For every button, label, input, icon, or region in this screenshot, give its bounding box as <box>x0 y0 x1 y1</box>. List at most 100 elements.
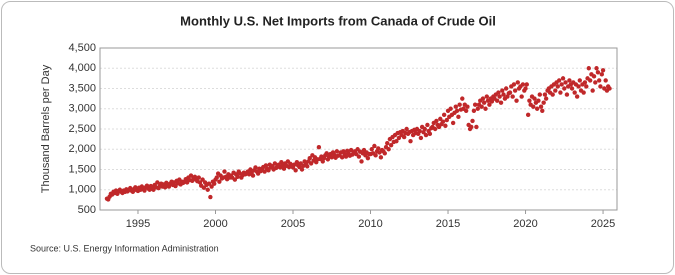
data-point <box>417 128 422 134</box>
source: Source: U.S. Energy Information Administ… <box>30 243 219 253</box>
y-tick-label: 2,000 <box>68 143 96 155</box>
data-point <box>214 175 219 180</box>
data-point <box>525 112 531 118</box>
data-point <box>457 102 462 107</box>
data-point <box>396 135 402 141</box>
data-point <box>155 180 160 185</box>
y-tick-label: 3,500 <box>68 82 96 94</box>
data-point <box>520 82 526 87</box>
data-point <box>553 88 558 93</box>
data-point <box>484 94 489 99</box>
data-point <box>511 82 517 87</box>
data-point <box>475 106 480 111</box>
data-point <box>222 169 227 174</box>
data-point <box>408 138 413 144</box>
data-point <box>471 108 477 113</box>
data-point <box>432 126 438 132</box>
data-point <box>483 106 488 111</box>
data-point <box>450 120 456 126</box>
data-point <box>503 86 509 91</box>
data-point <box>272 161 278 166</box>
y-tick-label: 1,500 <box>68 163 96 175</box>
data-point <box>514 98 519 103</box>
data-point <box>594 66 599 71</box>
data-point <box>173 183 178 189</box>
data-point <box>348 147 354 153</box>
data-point <box>465 104 470 109</box>
data-point <box>427 131 433 137</box>
data-point <box>470 118 475 124</box>
x-tick-label: 2010 <box>358 218 382 230</box>
data-point <box>369 147 374 152</box>
data-point <box>556 78 562 83</box>
data-point <box>443 123 448 128</box>
data-point <box>436 124 442 130</box>
data-point <box>512 88 518 93</box>
data-point <box>507 90 513 95</box>
data-point <box>356 154 362 159</box>
data-point <box>196 175 201 180</box>
data-point <box>537 92 542 97</box>
data-point <box>591 74 597 79</box>
data-point <box>266 168 271 173</box>
data-point <box>558 90 563 95</box>
data-point <box>401 134 407 140</box>
data-point <box>480 96 486 101</box>
data-point <box>200 177 205 182</box>
data-point <box>307 155 312 161</box>
data-point <box>388 143 394 148</box>
x-tick-label: 1995 <box>126 218 150 230</box>
data-point <box>581 90 586 95</box>
data-point <box>423 132 429 138</box>
data-point <box>600 68 606 73</box>
data-point <box>394 138 399 144</box>
data-point <box>590 88 595 93</box>
data-point <box>438 116 443 122</box>
data-point <box>469 124 474 130</box>
data-point <box>481 100 487 105</box>
data-point <box>372 143 377 149</box>
data-point <box>494 98 500 103</box>
data-point <box>404 126 409 132</box>
data-point <box>316 145 322 150</box>
data-point <box>334 149 340 154</box>
chart-title: Monthly U.S. Net Imports from Canada of … <box>180 13 496 28</box>
data-point <box>479 104 484 109</box>
data-point <box>540 108 545 113</box>
data-point <box>595 70 601 75</box>
data-point <box>599 72 605 77</box>
y-tick-label: 4,000 <box>68 62 96 74</box>
data-point <box>543 96 549 101</box>
data-point <box>206 181 212 186</box>
data-point <box>584 84 589 89</box>
y-tick-label: 3,000 <box>68 103 96 115</box>
data-point <box>253 165 258 170</box>
data-point <box>534 106 540 111</box>
data-point <box>527 98 532 103</box>
data-point <box>532 96 537 101</box>
data-point <box>559 82 564 87</box>
data-point <box>365 155 371 161</box>
data-point <box>217 179 222 184</box>
data-point <box>250 173 256 178</box>
data-point <box>324 151 329 156</box>
data-point <box>586 66 591 71</box>
data-point <box>308 161 314 166</box>
data-point <box>498 100 504 105</box>
data-point <box>448 106 453 111</box>
data-point <box>343 154 349 159</box>
data-point <box>454 108 460 113</box>
data-point <box>489 99 495 104</box>
data-point <box>359 159 364 164</box>
y-tick-label: 1,000 <box>68 184 96 196</box>
data-point <box>472 102 478 107</box>
data-point <box>386 147 391 152</box>
data-point <box>382 151 387 156</box>
data-point <box>487 102 492 107</box>
data-point <box>536 98 541 103</box>
data-point <box>378 155 384 160</box>
data-point <box>519 94 524 99</box>
data-point <box>593 80 598 85</box>
data-point <box>560 76 566 81</box>
data-point <box>555 84 560 89</box>
